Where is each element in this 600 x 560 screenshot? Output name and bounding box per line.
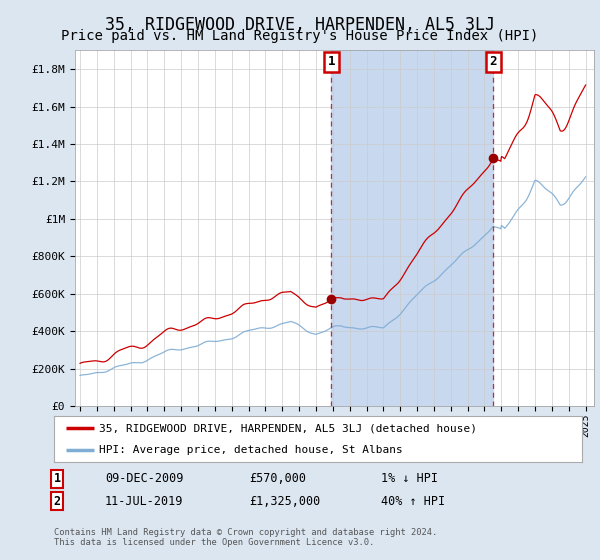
Text: £570,000: £570,000 [249, 472, 306, 486]
Text: 1: 1 [328, 55, 335, 68]
Text: 35, RIDGEWOOD DRIVE, HARPENDEN, AL5 3LJ (detached house): 35, RIDGEWOOD DRIVE, HARPENDEN, AL5 3LJ … [99, 423, 477, 433]
Text: 1% ↓ HPI: 1% ↓ HPI [381, 472, 438, 486]
Text: 11-JUL-2019: 11-JUL-2019 [105, 494, 184, 508]
Text: 2: 2 [490, 55, 497, 68]
Text: 09-DEC-2009: 09-DEC-2009 [105, 472, 184, 486]
Text: Contains HM Land Registry data © Crown copyright and database right 2024.
This d: Contains HM Land Registry data © Crown c… [54, 528, 437, 547]
Text: 2: 2 [53, 494, 61, 508]
Text: £1,325,000: £1,325,000 [249, 494, 320, 508]
Text: 1: 1 [53, 472, 61, 486]
Text: Price paid vs. HM Land Registry's House Price Index (HPI): Price paid vs. HM Land Registry's House … [61, 29, 539, 43]
Text: 35, RIDGEWOOD DRIVE, HARPENDEN, AL5 3LJ: 35, RIDGEWOOD DRIVE, HARPENDEN, AL5 3LJ [105, 16, 495, 34]
Bar [331, 50, 493, 406]
Text: 40% ↑ HPI: 40% ↑ HPI [381, 494, 445, 508]
Text: HPI: Average price, detached house, St Albans: HPI: Average price, detached house, St A… [99, 445, 403, 455]
